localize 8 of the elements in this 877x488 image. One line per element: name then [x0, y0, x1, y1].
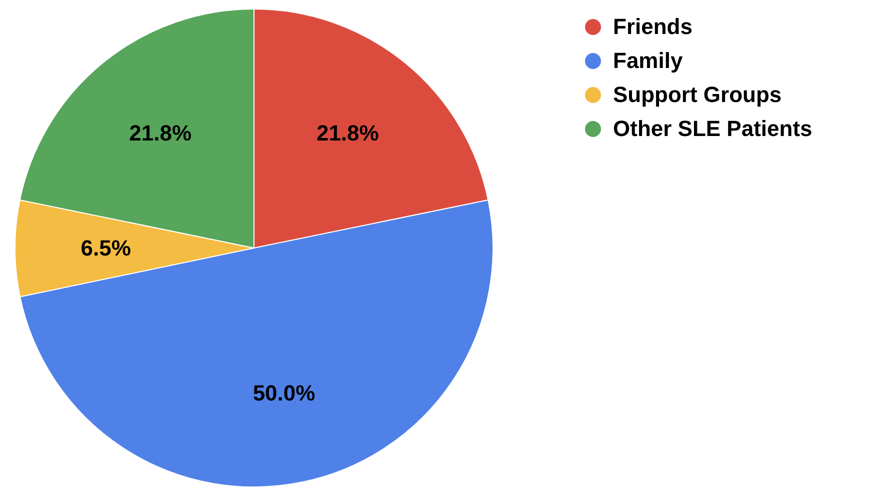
legend-label: Support Groups [613, 82, 782, 108]
data-label: 50.0% [252, 380, 316, 406]
data-label: 6.5% [80, 236, 131, 261]
data-label: 21.8% [316, 120, 379, 146]
data-label: 21.8% [129, 120, 192, 146]
legend-label: Other SLE Patients [613, 116, 812, 142]
legend-label: Family [613, 48, 683, 74]
legend-label: Friends [613, 14, 692, 40]
